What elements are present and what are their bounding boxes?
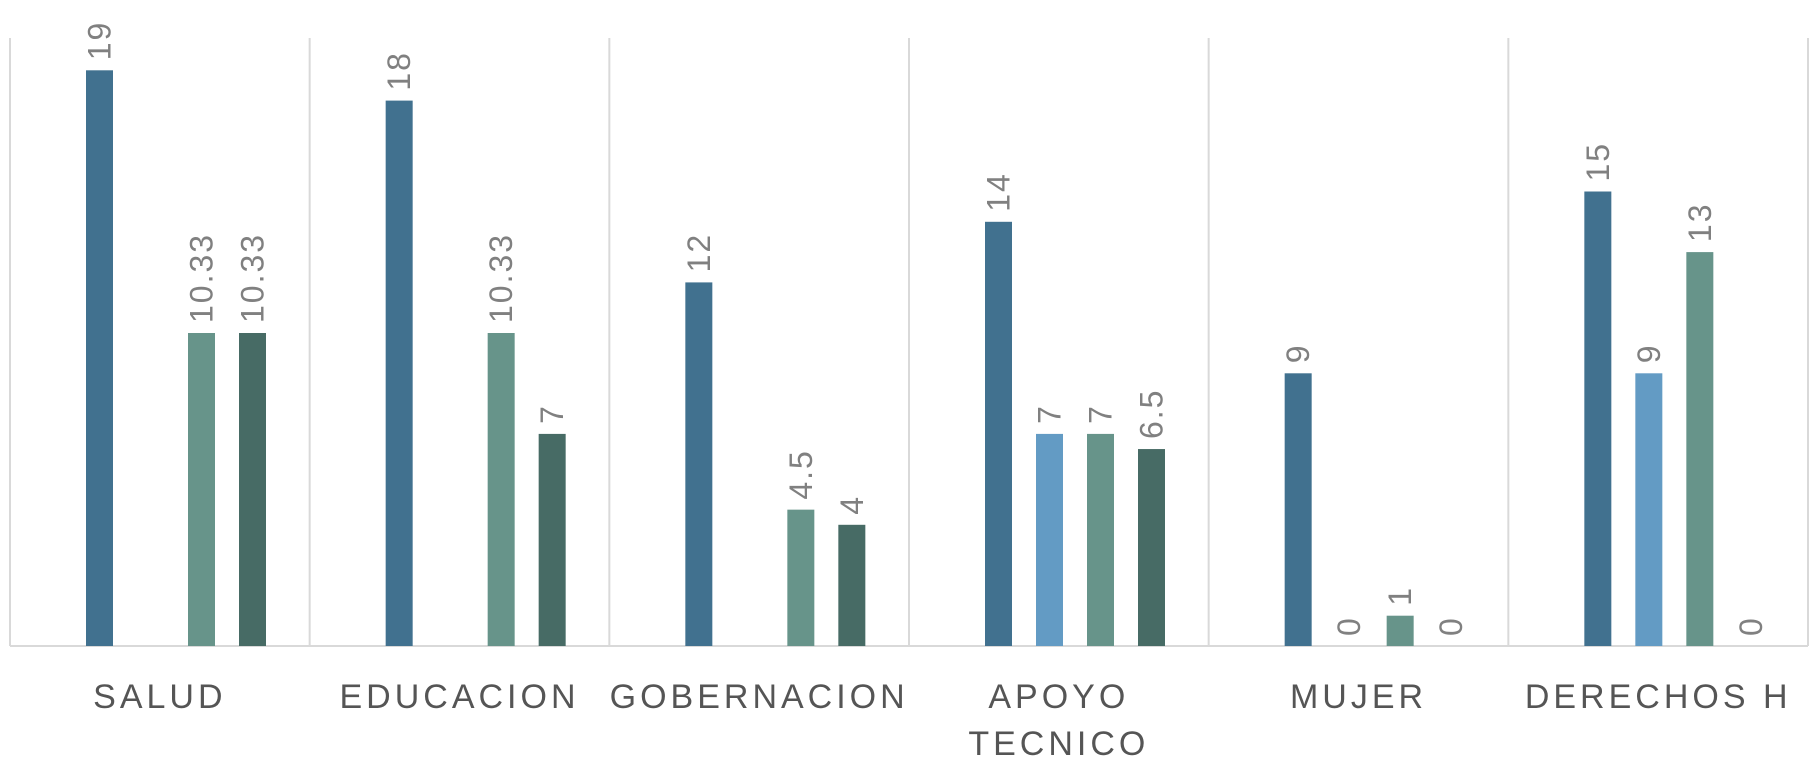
bar-series3 bbox=[188, 333, 215, 646]
data-label: 0 bbox=[1733, 616, 1769, 636]
data-label: 7 bbox=[1083, 404, 1119, 424]
category-label: APOYO bbox=[988, 678, 1129, 716]
data-label: 9 bbox=[1280, 344, 1316, 364]
bar-series4 bbox=[239, 333, 266, 646]
category-label: MUJER bbox=[1290, 678, 1427, 716]
data-label: 7 bbox=[534, 404, 570, 424]
bar-series2 bbox=[1036, 433, 1063, 646]
category-label: EDUCACION bbox=[339, 678, 579, 716]
bar-series4 bbox=[538, 433, 566, 646]
bar-series3 bbox=[1386, 615, 1414, 646]
bar-series3 bbox=[487, 333, 515, 646]
bar-series1 bbox=[385, 100, 413, 647]
data-label: 0 bbox=[1433, 616, 1469, 636]
data-label: 4 bbox=[834, 495, 870, 515]
data-label: 12 bbox=[681, 233, 717, 273]
bar-series2 bbox=[1635, 373, 1663, 646]
bar-series1 bbox=[985, 221, 1012, 647]
bar-series1 bbox=[1284, 373, 1312, 646]
category-label: TECNICO bbox=[968, 725, 1149, 760]
bar-series1 bbox=[1584, 191, 1612, 646]
data-label: 1 bbox=[1382, 586, 1418, 606]
data-label: 19 bbox=[82, 21, 118, 61]
category-label: DERECHOS H bbox=[1525, 678, 1792, 716]
category-label: SALUD bbox=[93, 678, 226, 716]
data-label: 10.33 bbox=[235, 233, 271, 323]
data-label: 7 bbox=[1032, 404, 1068, 424]
data-label: 10.33 bbox=[483, 233, 519, 323]
data-label: 14 bbox=[981, 172, 1017, 212]
data-label: 6.5 bbox=[1134, 389, 1170, 439]
bar-series1 bbox=[86, 70, 113, 647]
bar-series3 bbox=[1087, 433, 1114, 646]
data-label: 15 bbox=[1580, 142, 1616, 182]
bar-series3 bbox=[787, 509, 815, 646]
data-label: 0 bbox=[1331, 616, 1367, 636]
data-label: 9 bbox=[1631, 344, 1667, 364]
data-label: 10.33 bbox=[184, 233, 220, 323]
data-label: 13 bbox=[1682, 203, 1718, 243]
bar-series4 bbox=[1138, 449, 1165, 646]
category-label: GOBERNACION bbox=[610, 678, 909, 716]
data-label: 4.5 bbox=[783, 449, 819, 499]
data-label: 18 bbox=[381, 51, 417, 91]
bar-series1 bbox=[685, 282, 713, 646]
bar-series4 bbox=[838, 524, 866, 646]
bar-series3 bbox=[1686, 252, 1714, 646]
